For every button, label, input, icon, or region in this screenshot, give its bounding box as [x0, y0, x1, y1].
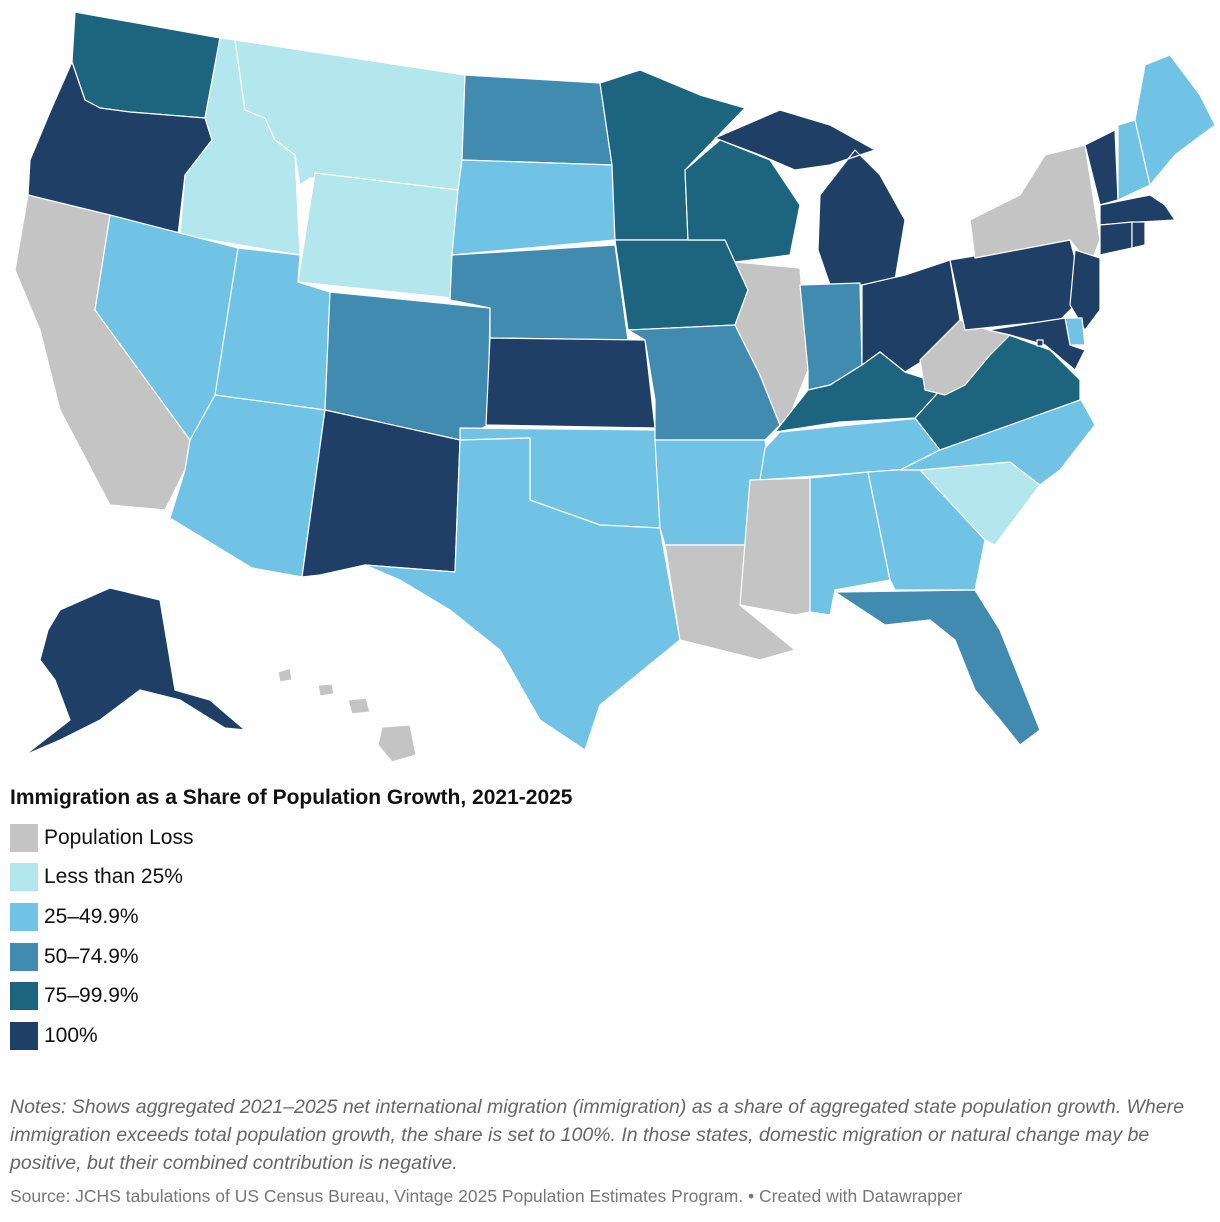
legend: Population Loss Less than 25% 25–49.9% 50–7…: [10, 818, 193, 1056]
state-nj[interactable]: [1069, 249, 1101, 331]
state-nd[interactable]: [461, 74, 613, 166]
legend-label: 75–99.9%: [44, 984, 139, 1008]
state-pa[interactable]: [949, 239, 1086, 331]
legend-item: 100%: [10, 1016, 193, 1056]
legend-swatch: [10, 982, 38, 1011]
legend-item: 50–74.9%: [10, 937, 193, 977]
us-state-map: [14, 11, 1216, 763]
state-tx[interactable]: [364, 437, 681, 751]
legend-item: 25–49.9%: [10, 897, 193, 937]
state-ak[interactable]: [24, 587, 246, 756]
legend-swatch: [10, 1021, 38, 1050]
legend-item: 75–99.9%: [10, 976, 193, 1016]
state-hi[interactable]: [277, 667, 417, 763]
legend-item: Population Loss: [10, 818, 193, 858]
state-nc[interactable]: [899, 397, 1096, 486]
state-ms[interactable]: [739, 477, 811, 616]
state-ct[interactable]: [1099, 221, 1133, 256]
state-wa[interactable]: [71, 11, 221, 119]
states-layer: [14, 11, 1216, 763]
legend-swatch: [10, 863, 38, 892]
source-credit: Source: JCHS tabulations of US Census Bu…: [10, 1186, 963, 1206]
state-sd[interactable]: [451, 159, 616, 256]
state-ia[interactable]: [614, 239, 749, 331]
state-wy[interactable]: [297, 172, 459, 299]
legend-swatch: [10, 902, 38, 931]
legend-label: 100%: [44, 1023, 98, 1047]
state-me[interactable]: [1134, 54, 1216, 186]
state-fl[interactable]: [834, 589, 1041, 746]
state-nm[interactable]: [301, 409, 461, 578]
legend-label: 25–49.9%: [44, 904, 139, 928]
notes: Notes: Shows aggregated 2021–2025 net in…: [10, 1096, 1184, 1174]
legend-label: Less than 25%: [44, 865, 183, 889]
state-dc[interactable]: [1036, 339, 1044, 347]
state-ks[interactable]: [485, 337, 656, 429]
legend-item: Less than 25%: [10, 858, 193, 898]
legend-title: Immigration as a Share of Population Gro…: [10, 786, 573, 809]
state-md[interactable]: [987, 317, 1086, 371]
legend-swatch: [10, 942, 38, 971]
legend-label: Population Loss: [44, 825, 194, 849]
state-ny[interactable]: [969, 144, 1101, 266]
state-ky[interactable]: [774, 351, 946, 433]
state-ri[interactable]: [1131, 221, 1146, 249]
legend-swatch: [10, 823, 38, 852]
legend-label: 50–74.9%: [44, 944, 139, 968]
